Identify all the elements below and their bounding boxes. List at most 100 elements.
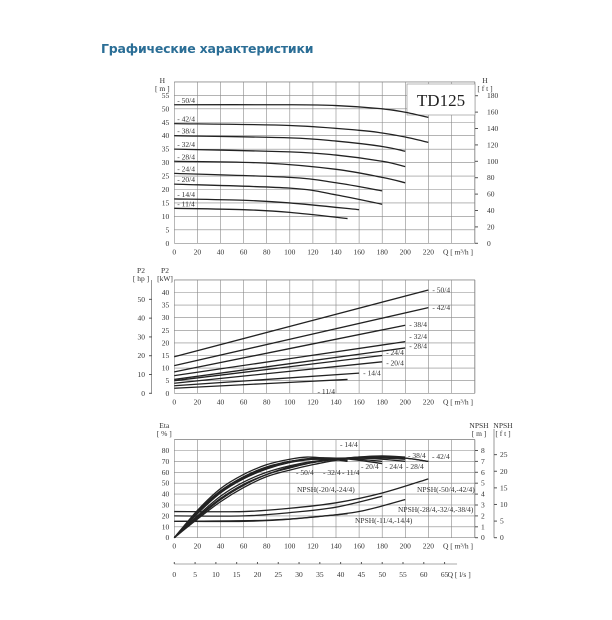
curve-label: - 38/4 [177, 127, 195, 136]
npsh-m-axis-label: NPSH [469, 421, 489, 430]
x-tick-label: 200 [400, 397, 412, 406]
x-tick-label: 0 [172, 397, 176, 406]
chart-power [149, 279, 476, 394]
y-tick-label: 55 [162, 91, 170, 100]
head-curve-24/4 [174, 172, 383, 192]
y-tick-label: 70 [162, 457, 170, 466]
y-right-tick-label: 160 [487, 108, 499, 117]
curve-label: - 50/4 [296, 468, 314, 477]
y-tick-label: 80 [162, 446, 170, 455]
npsh-ft-axis-label: NPSH [493, 421, 513, 430]
ls-tick-label: 45 [358, 570, 366, 579]
npsh-curve-label: NPSH(-20/4,-24/4) [297, 485, 355, 494]
ls-tick-label: 35 [316, 570, 324, 579]
npsh-curve-label: NPSH(-50/4,-42/4) [417, 485, 475, 494]
ls-axis-label: Q [ l/s ] [448, 570, 471, 579]
x-tick-label: 120 [307, 397, 319, 406]
ls-tick-label: 25 [275, 570, 283, 579]
y-tick-label: 60 [162, 468, 170, 477]
x-tick-label: 180 [377, 397, 389, 406]
curve-label: - 50/4 [432, 285, 450, 294]
curve-label: - 32/4 [323, 468, 341, 477]
y-right-tick-label: 20 [487, 222, 495, 231]
x-tick-label: 120 [307, 247, 319, 256]
power-curve-38/4 [174, 324, 406, 373]
npsh-curve [174, 513, 348, 523]
npsh-curve [174, 478, 429, 513]
x-tick-label: 120 [307, 542, 319, 551]
npsh-ft-tick-label: 15 [500, 483, 508, 492]
x-tick-label: 200 [400, 247, 412, 256]
curve-label: - 42/4 [177, 115, 195, 124]
ls-tick-label: 55 [399, 570, 407, 579]
hp-tick-label: 30 [138, 332, 146, 341]
chart-head: TD125 [174, 81, 478, 244]
x-tick-label: 100 [284, 247, 296, 256]
npsh-curve-label: NPSH(-11/4,-14/4) [355, 516, 413, 525]
npsh-curve-label: NPSH(-28/4,-32/4,-38/4) [398, 505, 474, 514]
ls-tick-label: 65 [441, 570, 449, 579]
curve-label: - 14/4 [177, 190, 195, 199]
y-tick-label: 5 [166, 225, 170, 234]
ls-tick-label: 0 [172, 570, 176, 579]
x-tick-label: 140 [330, 247, 342, 256]
npsh-m-tick-label: 6 [481, 468, 485, 477]
npsh-m-tick-label: 3 [481, 501, 485, 510]
npsh-m-axis-label: [ m ] [472, 429, 487, 438]
x-tick-label: 160 [353, 247, 365, 256]
y-tick-label: 30 [162, 501, 170, 510]
x-tick-label: 100 [284, 397, 296, 406]
y-tick-label: 25 [162, 172, 170, 181]
x-tick-label: 20 [194, 397, 202, 406]
y-right-tick-label: 80 [487, 173, 495, 182]
power-curve-42/4 [174, 306, 429, 367]
curve-label: - 14/4 [363, 369, 381, 378]
ls-tick-label: 60 [420, 570, 428, 579]
curve-label: - 28/4 [177, 152, 195, 161]
y-right-tick-label: 100 [487, 157, 499, 166]
y-tick-label: 20 [162, 185, 170, 194]
curve-label: - 11/4 [318, 387, 336, 396]
x-tick-label: 0 [172, 542, 176, 551]
npsh-curve [174, 495, 383, 517]
x-tick-label: 140 [330, 542, 342, 551]
curve-label: - 20/4 [361, 462, 379, 471]
head-curve-14/4 [174, 198, 360, 211]
head-curve-11/4 [174, 207, 348, 220]
y-tick-label: 15 [162, 198, 170, 207]
hp-tick-label: 50 [138, 295, 146, 304]
npsh-m-tick-label: 5 [481, 479, 485, 488]
curve-label: - 14/4 [340, 440, 358, 449]
hp-tick-label: 10 [138, 370, 146, 379]
curve-label: - 11/4 [342, 468, 360, 477]
curve-label: - 32/4 [177, 140, 195, 149]
x-tick-label: 180 [377, 542, 389, 551]
x-tick-label: 40 [217, 542, 225, 551]
curve-label: - 24/4 [177, 164, 195, 173]
y-tick-label: 40 [162, 131, 170, 140]
y-right-tick-label: 40 [487, 206, 495, 215]
curve-label: - 38/4 [408, 451, 426, 460]
x-tick-label: 40 [217, 397, 225, 406]
x-tick-label: 20 [194, 542, 202, 551]
curve-label: - 42/4 [432, 452, 450, 461]
x-tick-label: 220 [423, 247, 435, 256]
hp-axis-label: [ hp ] [133, 274, 149, 283]
ls-tick-label: 5 [193, 570, 197, 579]
y-tick-label: 20 [162, 338, 170, 347]
y-right-axis-label: H [482, 76, 488, 85]
npsh-m-tick-label: 4 [481, 490, 485, 499]
x-tick-label: 180 [377, 247, 389, 256]
x-tick-label: 20 [194, 247, 202, 256]
x-tick-label: 40 [217, 247, 225, 256]
x-axis-label: Q [ m³/h ] [443, 247, 473, 256]
y-axis-label: Eta [159, 421, 170, 430]
x-tick-label: 60 [240, 247, 248, 256]
head-curve-50/4 [174, 104, 429, 119]
ls-tick-label: 20 [254, 570, 262, 579]
chart-efficiency [173, 429, 497, 565]
y-right-axis-label: [ f t ] [477, 84, 492, 93]
x-tick-label: 80 [263, 247, 271, 256]
npsh-m-tick-label: 1 [481, 522, 485, 531]
